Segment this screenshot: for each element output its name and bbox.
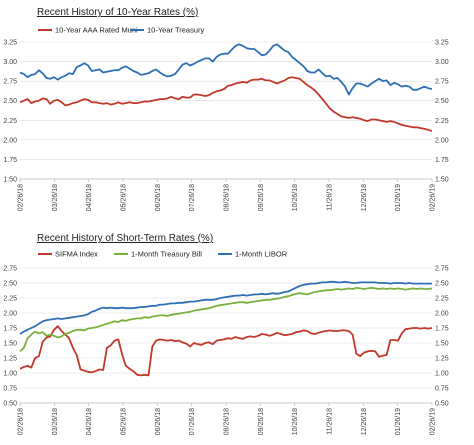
y-axis-left: 2.75 2.50 2.25 2.00 1.75 1.50 1.25 1.00 0.75 0.50 xyxy=(3,266,17,408)
y-tick-label-right: 1.25 xyxy=(435,356,449,363)
x-tick-label: 09/26/18 xyxy=(258,184,265,211)
legend: 10-Year AAA Rated Muni 10-Year Treasury xyxy=(38,26,205,35)
x-tick-label: 03/26/18 xyxy=(52,408,59,435)
series-lines xyxy=(19,43,433,133)
y-tick-label-left: 2.25 xyxy=(3,118,17,125)
legend-label: 1-Month LIBOR xyxy=(235,250,288,259)
x-tick-label: 11/26/18 xyxy=(327,408,334,435)
series-lines xyxy=(19,280,433,377)
y-tick-label-left: 2.50 xyxy=(3,281,17,288)
y-tick-label-left: 2.75 xyxy=(3,79,17,86)
y-tick-label-right: 2.50 xyxy=(435,98,449,105)
y-tick-label-right: 1.50 xyxy=(435,341,449,348)
legend-label: 1-Month Treasury Bill xyxy=(131,250,202,259)
legend-label: 10-Year AAA Rated Muni xyxy=(55,26,138,35)
y-tick-label-right: 2.25 xyxy=(435,296,449,303)
chart-title: Recent History of Short-Term Rates (%) xyxy=(37,233,213,244)
short-term-rates-chart: Recent History of Short-Term Rates (%) 2… xyxy=(3,233,448,435)
y-tick-label-right: 3.00 xyxy=(435,59,449,66)
x-tick-label: 08/26/18 xyxy=(224,184,231,211)
y-tick-label-right: 2.75 xyxy=(435,79,449,86)
y-tick-label-right: 1.00 xyxy=(435,371,449,378)
series-line-sifma-index xyxy=(19,325,433,377)
x-tick-label: 05/26/18 xyxy=(121,184,128,211)
y-tick-label-right: 2.00 xyxy=(435,137,449,144)
x-tick-label: 07/26/18 xyxy=(189,184,196,211)
x-tick-label: 12/26/18 xyxy=(361,408,368,435)
legend-label: SIFMA Index xyxy=(55,250,98,259)
series-line-10-year-aaa-rated-muni xyxy=(19,76,433,133)
y-tick-label-right: 2.75 xyxy=(435,266,449,273)
ten-year-rates-chart: Recent History of 10-Year Rates (%) 3.25… xyxy=(3,7,448,211)
y-tick-label-left: 3.00 xyxy=(3,59,17,66)
y-tick-label-right: 3.25 xyxy=(435,40,449,47)
x-tick-label: 11/26/18 xyxy=(327,184,334,211)
y-tick-label-right: 0.50 xyxy=(435,401,449,408)
y-tick-label-left: 2.50 xyxy=(3,98,17,105)
series-line-1-month-libor xyxy=(19,280,432,335)
x-tick-label: 02/26/18 xyxy=(18,408,25,435)
x-tick-label: 06/26/18 xyxy=(155,408,162,435)
y-tick-label-right: 2.00 xyxy=(435,311,449,318)
x-axis: 02/26/18 03/26/18 04/26/18 05/26/18 06/26/18… xyxy=(18,179,437,211)
x-tick-label: 02/26/19 xyxy=(430,184,437,211)
x-tick-label: 04/26/18 xyxy=(86,184,93,211)
series-line-1-month-treasury-bill xyxy=(19,286,433,353)
y-tick-label-left: 1.50 xyxy=(3,177,17,184)
y-tick-label-left: 2.00 xyxy=(3,311,17,318)
gridlines xyxy=(20,41,432,180)
y-tick-label-left: 2.25 xyxy=(3,296,17,303)
y-tick-label-right: 1.50 xyxy=(435,177,449,184)
legend: SIFMA Index 1-Month Treasury Bill 1-Month … xyxy=(38,250,288,259)
y-tick-label-left: 2.00 xyxy=(3,137,17,144)
series-line-10-year-treasury xyxy=(19,43,433,96)
x-tick-label: 01/26/19 xyxy=(395,408,402,435)
y-tick-label-right: 2.25 xyxy=(435,118,449,125)
x-tick-label: 10/26/18 xyxy=(292,184,299,211)
x-tick-label: 09/26/18 xyxy=(258,408,265,435)
x-tick-label: 03/26/18 xyxy=(52,184,59,211)
chart-title: Recent History of 10-Year Rates (%) xyxy=(37,7,198,18)
y-axis-right: 3.25 3.00 2.75 2.50 2.25 2.00 1.75 1.50 xyxy=(435,40,449,184)
y-tick-label-right: 0.75 xyxy=(435,386,449,393)
y-tick-label-right: 1.75 xyxy=(435,326,449,333)
x-axis: 02/26/18 03/26/18 04/26/18 05/26/18 06/26/18… xyxy=(18,403,437,435)
y-tick-label-right: 2.50 xyxy=(435,281,449,288)
y-tick-label-left: 1.75 xyxy=(3,157,17,164)
y-tick-label-left: 1.75 xyxy=(3,326,17,333)
y-tick-label-left: 1.25 xyxy=(3,356,17,363)
x-tick-label: 06/26/18 xyxy=(155,184,162,211)
x-tick-label: 01/26/19 xyxy=(395,184,402,211)
x-tick-label: 02/26/18 xyxy=(18,184,25,211)
y-tick-label-left: 0.75 xyxy=(3,386,17,393)
x-tick-label: 10/26/18 xyxy=(292,408,299,435)
y-tick-label-left: 1.00 xyxy=(3,371,17,378)
y-tick-label-left: 2.75 xyxy=(3,266,17,273)
y-tick-label-left: 1.50 xyxy=(3,341,17,348)
legend-label: 10-Year Treasury xyxy=(147,26,205,35)
x-tick-label: 08/26/18 xyxy=(224,408,231,435)
x-tick-label: 07/26/18 xyxy=(189,408,196,435)
x-tick-label: 05/26/18 xyxy=(121,408,128,435)
y-axis-right: 2.75 2.50 2.25 2.00 1.75 1.50 1.25 1.00 0.75 0.50 xyxy=(435,266,449,408)
x-tick-label: 12/26/18 xyxy=(361,184,368,211)
x-tick-label: 04/26/18 xyxy=(86,408,93,435)
y-tick-label-left: 3.25 xyxy=(3,40,17,47)
y-tick-label-right: 1.75 xyxy=(435,157,449,164)
y-axis-left: 3.25 3.00 2.75 2.50 2.25 2.00 1.75 1.50 xyxy=(3,40,17,184)
x-tick-label: 02/26/19 xyxy=(430,408,437,435)
y-tick-label-left: 0.50 xyxy=(3,401,17,408)
